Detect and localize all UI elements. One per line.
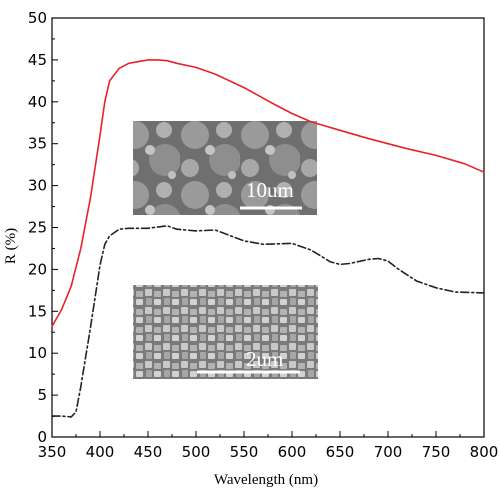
x-tick-label: 750 [422,443,451,461]
x-tick-label: 500 [182,443,211,461]
x-tick-label: 550 [230,443,259,461]
y-tick-label: 45 [28,51,47,69]
x-tick-label: 400 [86,443,115,461]
axes-group: 350 400 450 500 550 600 650 700 750 800 0 5 10 15 20 25… [28,9,498,461]
series-line-1 [51,59,485,328]
x-axis-label: Wavelength (nm) [214,472,318,488]
x-tick-label: 800 [470,443,499,461]
x-tick-label: 650 [326,443,355,461]
inset-bottom-scale-label: 2um [246,347,283,371]
y-tick-label: 30 [28,177,47,195]
y-tick-label: 5 [37,386,47,404]
inset-bottom-image [133,285,318,379]
y-tick-label: 40 [28,93,47,111]
y-tick-label: 15 [28,302,47,320]
inset-sem-bottom: 2um [133,285,318,379]
x-tick-label: 700 [374,443,403,461]
y-tick-label: 35 [28,135,47,153]
x-tick-label: 600 [278,443,307,461]
inset-top-scale-label: 10um [246,178,294,202]
inset-top-image [133,121,317,215]
y-tick-label: 20 [28,260,47,278]
inset-sem-top: 10um [133,121,317,215]
sem-insets: 10um 2um [133,121,318,379]
y-tick-label: 0 [37,428,47,446]
series-line-2 [51,225,485,418]
y-tick-label: 50 [28,9,47,27]
x-tick-label: 450 [134,443,163,461]
y-tick-label: 25 [28,219,47,237]
x-tick-label: 350 [38,443,67,461]
series-group [51,59,485,418]
y-axis-label: R (%) [3,228,19,264]
y-tick-label: 10 [28,344,47,362]
